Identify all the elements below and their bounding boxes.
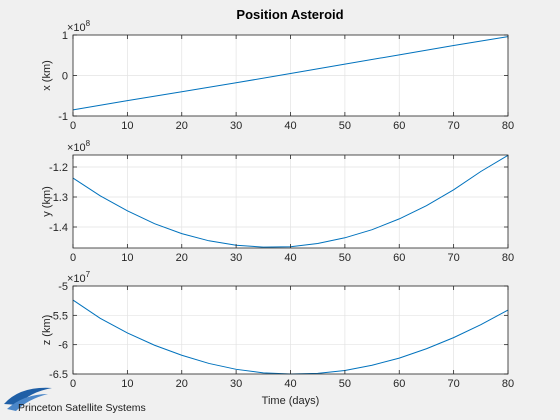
x-tick-label: 40 <box>284 120 296 132</box>
x-tick-label: 30 <box>230 120 242 132</box>
x-tick-label: 0 <box>70 252 76 264</box>
y-tick-label: -6.5 <box>49 369 68 381</box>
x-axis-label: Time (days) <box>262 395 320 407</box>
y-exponent-label: ×107 <box>67 270 91 285</box>
subplot-2: 0 10 20 30 40 50 60 70 80 -1.4 -1.3 -1.2 ×108 y (km) <box>41 139 514 264</box>
series-line <box>72 36 509 111</box>
y-exponent-label: ×108 <box>67 139 91 154</box>
y-tick-label: -5.5 <box>49 310 68 322</box>
x-tick-label: 60 <box>393 120 405 132</box>
x-tick-label: 80 <box>502 252 514 264</box>
y-exponent-power: 8 <box>86 139 91 148</box>
x-tick-label: 30 <box>230 378 242 390</box>
x-tick-label: 80 <box>502 120 514 132</box>
x-tick-label: 0 <box>70 378 76 390</box>
y-tick-label: 1 <box>62 30 68 42</box>
x-tick-label: 10 <box>121 120 133 132</box>
y-axis-label: z (km) <box>41 315 53 346</box>
y-tick-label: -5 <box>58 281 68 293</box>
x-tick-label: 10 <box>121 378 133 390</box>
logo-text: Princeton Satellite Systems <box>18 402 146 414</box>
y-tick-label: -1.4 <box>49 222 68 234</box>
x-tick-label: 50 <box>339 120 351 132</box>
x-tick-label: 40 <box>284 378 296 390</box>
x-tick-label: 0 <box>70 120 76 132</box>
x-tick-label: 20 <box>176 252 188 264</box>
x-tick-label: 70 <box>448 252 460 264</box>
y-tick-label: -1.3 <box>49 192 68 204</box>
x-tick-label: 20 <box>176 120 188 132</box>
x-tick-label: 70 <box>448 120 460 132</box>
subplot-3: 0 10 20 30 40 50 60 70 80 -6.5 -6 -5.5 -5×107 z (km) T… <box>41 270 514 407</box>
x-tick-label: 70 <box>448 378 460 390</box>
y-axis-label: y (km) <box>41 186 53 217</box>
x-tick-label: 30 <box>230 252 242 264</box>
x-tick-label: 10 <box>121 252 133 264</box>
y-tick-label: -6 <box>58 340 68 352</box>
y-tick-label: 0 <box>62 71 68 83</box>
y-axis-label: x (km) <box>41 60 53 91</box>
y-exponent-power: 7 <box>86 270 91 279</box>
x-tick-label: 50 <box>339 252 351 264</box>
x-tick-label: 20 <box>176 378 188 390</box>
logo-swoosh-inner-icon <box>7 394 48 411</box>
x-tick-label: 60 <box>393 378 405 390</box>
y-tick-label: -1.2 <box>49 162 68 174</box>
logo-swoosh-icon <box>4 387 52 405</box>
x-tick-label: 60 <box>393 252 405 264</box>
x-tick-label: 50 <box>339 378 351 390</box>
x-tick-label: 80 <box>502 378 514 390</box>
y-exponent-label: ×108 <box>67 19 91 34</box>
princeton-satellite-systems-logo: Princeton Satellite Systems <box>4 387 146 414</box>
x-tick-label: 40 <box>284 252 296 264</box>
chart-title: Position Asteroid <box>236 7 343 22</box>
y-exponent-power: 8 <box>86 19 91 28</box>
y-tick-label: -1 <box>58 111 68 123</box>
